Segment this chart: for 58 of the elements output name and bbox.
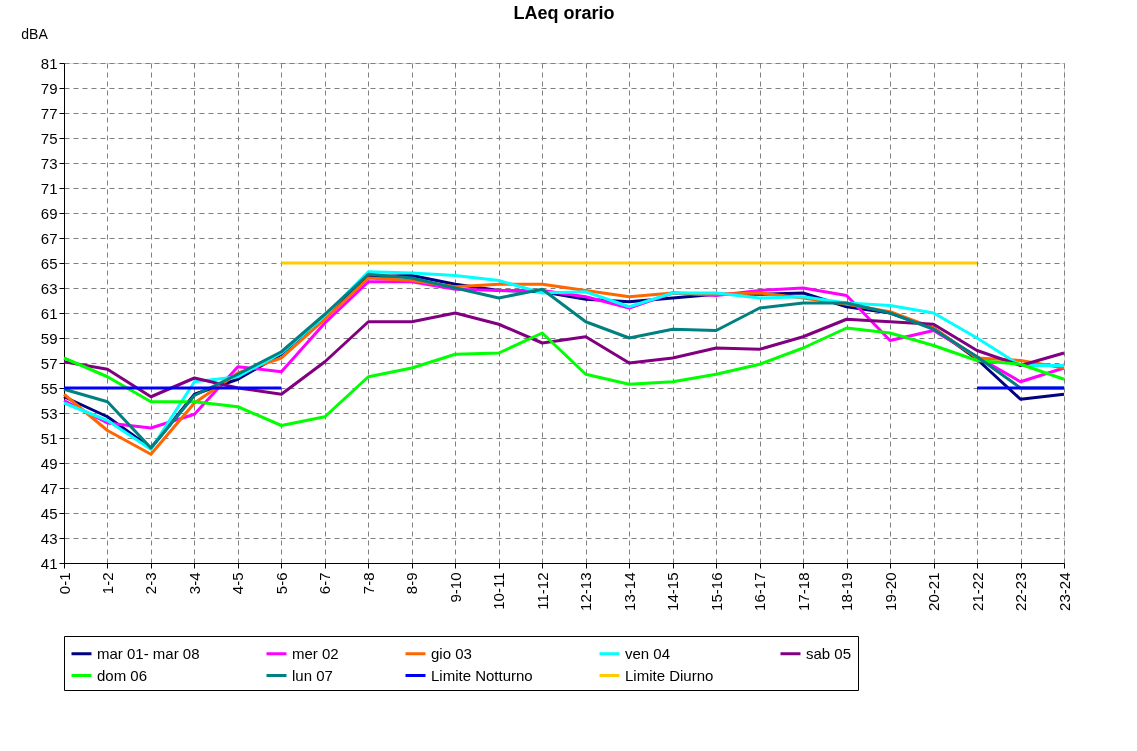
y-axis-title: dBA [21, 25, 49, 42]
legend-label: ven 04 [625, 644, 671, 662]
y-tick-label: 51 [40, 429, 58, 447]
line-series [62, 326, 1066, 427]
y-tick-label: 61 [40, 304, 58, 322]
x-tick-label: 1-2 [98, 572, 116, 595]
x-tick-label: 5-6 [272, 572, 290, 595]
x-tick-label: 9-10 [446, 572, 464, 603]
y-tick-label: 41 [40, 554, 58, 572]
y-tick-label: 67 [40, 229, 58, 247]
legend-label: gio 03 [431, 644, 472, 662]
y-tick-label: 69 [40, 204, 58, 222]
y-tick-label: 45 [40, 504, 58, 522]
legend-label: mer 02 [292, 644, 339, 662]
legend-label: mar 01- mar 08 [97, 644, 200, 662]
y-tick-label: 79 [40, 79, 58, 97]
y-tick-label: 73 [40, 154, 58, 172]
y-tick-label: 57 [40, 354, 58, 372]
y-tick-label: 75 [40, 129, 58, 147]
x-tick-label: 3-4 [185, 572, 203, 595]
legend-label: lun 07 [292, 666, 333, 684]
x-tick-label: 21-22 [968, 572, 986, 611]
y-tick-label: 63 [40, 279, 58, 297]
x-tick-label: 23-24 [1055, 572, 1073, 611]
legend-label: Limite Notturno [431, 666, 533, 684]
x-tick-label: 16-17 [751, 572, 769, 611]
x-tick-label: 22-23 [1012, 572, 1030, 611]
y-tick-label: 55 [40, 379, 58, 397]
y-tick-label: 47 [40, 479, 58, 497]
x-tick-label: 7-8 [359, 572, 377, 595]
legend-label: sab 05 [806, 644, 852, 662]
chart-title: LAeq orario [513, 3, 615, 23]
x-tick-label: 20-21 [925, 572, 943, 611]
x-tick-label: 13-14 [620, 572, 638, 611]
y-tick-label: 81 [40, 54, 58, 72]
y-tick-label: 49 [40, 454, 58, 472]
y-tick-label: 65 [40, 254, 58, 272]
x-tick-label: 15-16 [707, 572, 725, 611]
x-tick-label: 11-12 [533, 572, 551, 610]
y-tick-label: 59 [40, 329, 58, 347]
y-tick-label: 53 [40, 404, 58, 422]
x-tick-label: 0-1 [55, 572, 73, 595]
x-tick-label: 18-19 [838, 572, 856, 611]
x-tick-label: 2-3 [142, 572, 160, 595]
x-tick-label: 19-20 [881, 572, 899, 611]
x-tick-label: 8-9 [403, 572, 421, 595]
y-tick-label: 71 [40, 179, 58, 197]
line-series [62, 311, 1066, 399]
x-tick-label: 10-11 [490, 572, 508, 610]
x-tick-label: 4-5 [229, 572, 247, 595]
x-tick-label: 14-15 [664, 572, 682, 611]
x-tick-label: 6-7 [316, 572, 334, 595]
y-tick-label: 43 [40, 529, 58, 547]
x-tick-label: 17-18 [794, 572, 812, 611]
legend-label: Limite Diurno [625, 666, 714, 684]
y-tick-label: 77 [40, 104, 58, 122]
x-tick-label: 12-13 [577, 572, 595, 611]
legend-label: dom 06 [97, 666, 148, 684]
